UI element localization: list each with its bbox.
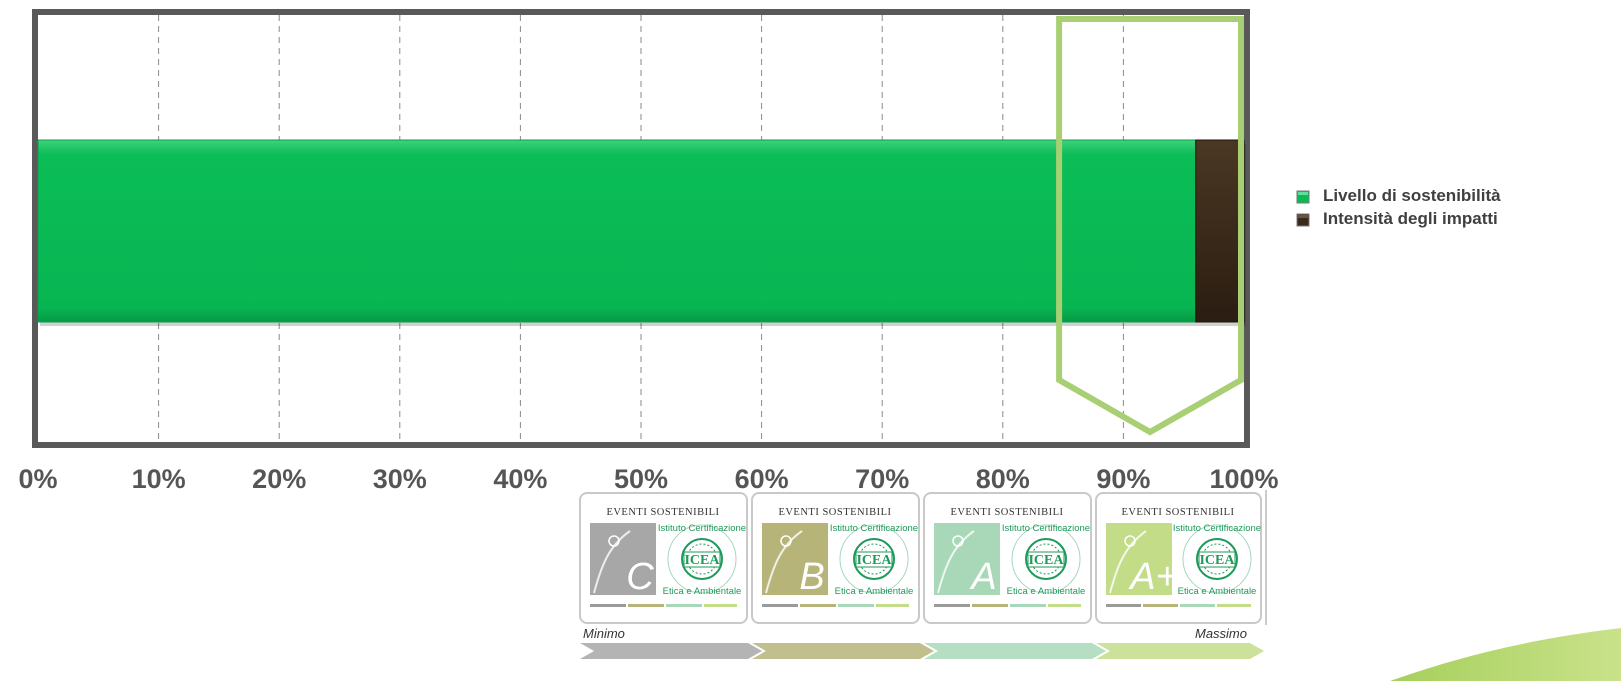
scale-max-label: Massimo xyxy=(1195,626,1247,641)
x-tick-label: 20% xyxy=(252,464,306,494)
x-tick-label: 40% xyxy=(493,464,547,494)
badge-grade-panel xyxy=(590,523,656,595)
badge-grade: C xyxy=(626,556,654,598)
x-tick-label: 60% xyxy=(735,464,789,494)
svg-text:ICEA: ICEA xyxy=(856,553,892,568)
svg-text:Etica e Ambientale: Etica e Ambientale xyxy=(663,586,742,597)
x-tick-label: 90% xyxy=(1096,464,1150,494)
icea-logo: ICEA Istituto Certificazione Etica e Amb… xyxy=(1002,523,1090,597)
x-tick-label: 30% xyxy=(373,464,427,494)
svg-text:Istituto Certificazione: Istituto Certificazione xyxy=(830,523,918,534)
highlight-marker xyxy=(1056,16,1244,436)
icea-logo: ICEA Istituto Certificazione Etica e Amb… xyxy=(1173,523,1261,597)
x-tick-label: 0% xyxy=(18,464,57,494)
badge-c: EVENTI SOSTENIBILI C ICEA Istituto Certi… xyxy=(579,492,748,624)
x-tick-label: 100% xyxy=(1209,464,1278,494)
legend-label: Livello di sostenibilità xyxy=(1323,186,1501,205)
badge-a-plus: EVENTI SOSTENIBILI A+ ICEA Istituto Cert… xyxy=(1095,492,1262,624)
certification-badges: EVENTI SOSTENIBILI C ICEA Istituto Certi… xyxy=(579,492,1262,624)
icea-logo: ICEA Istituto Certificazione Etica e Amb… xyxy=(830,523,918,597)
svg-text:Istituto Certificazione: Istituto Certificazione xyxy=(1002,523,1090,534)
legend: Livello di sostenibilità Intensità degli… xyxy=(1296,186,1501,228)
x-tick-label: 50% xyxy=(614,464,668,494)
svg-text:ICEA: ICEA xyxy=(1199,553,1235,568)
badge-title: EVENTI SOSTENIBILI xyxy=(950,507,1063,518)
icea-logo: ICEA Istituto Certificazione Etica e Amb… xyxy=(658,523,746,597)
svg-text:Etica e Ambientale: Etica e Ambientale xyxy=(1178,586,1257,597)
badge-grade-panel xyxy=(1106,523,1172,595)
svg-text:Etica e Ambientale: Etica e Ambientale xyxy=(835,586,914,597)
bars xyxy=(37,139,1246,326)
legend-label: Intensità degli impatti xyxy=(1323,209,1498,228)
badge-b: EVENTI SOSTENIBILI B ICEA Istituto Certi… xyxy=(751,492,920,624)
legend-item-sostenibilita: Livello di sostenibilità xyxy=(1296,186,1501,205)
svg-text:Istituto Certificazione: Istituto Certificazione xyxy=(658,523,746,534)
badge-a: EVENTI SOSTENIBILI A ICEA Istituto Certi… xyxy=(923,492,1092,624)
legend-item-impatti: Intensità degli impatti xyxy=(1296,209,1498,228)
x-tick-label: 80% xyxy=(976,464,1030,494)
badge-grade-panel xyxy=(762,523,828,595)
scale-arrows: Minimo Massimo xyxy=(580,490,1267,659)
bar-sostenibilita xyxy=(37,139,1197,323)
badge-grade-panel xyxy=(934,523,1000,595)
badge-grade: A+ xyxy=(1128,556,1178,598)
decorative-swoosh xyxy=(1390,628,1621,681)
badge-title: EVENTI SOSTENIBILI xyxy=(778,507,891,518)
badge-title: EVENTI SOSTENIBILI xyxy=(1121,507,1234,518)
svg-text:ICEA: ICEA xyxy=(1028,553,1064,568)
badge-grade: A xyxy=(969,556,996,598)
svg-text:Istituto Certificazione: Istituto Certificazione xyxy=(1173,523,1261,534)
x-tick-label: 10% xyxy=(132,464,186,494)
x-tick-label: 70% xyxy=(855,464,909,494)
badge-title: EVENTI SOSTENIBILI xyxy=(606,507,719,518)
badge-grade: B xyxy=(799,556,824,598)
highlight-outline xyxy=(1056,16,1244,436)
svg-text:ICEA: ICEA xyxy=(684,553,720,568)
bar-impatti xyxy=(1195,139,1245,323)
scale-min-label: Minimo xyxy=(583,626,625,641)
x-tick-labels: 0% 10% 20% 30% 40% 50% 60% 70% 80% 90% 100% xyxy=(18,464,1278,494)
svg-text:Etica e Ambientale: Etica e Ambientale xyxy=(1007,586,1086,597)
